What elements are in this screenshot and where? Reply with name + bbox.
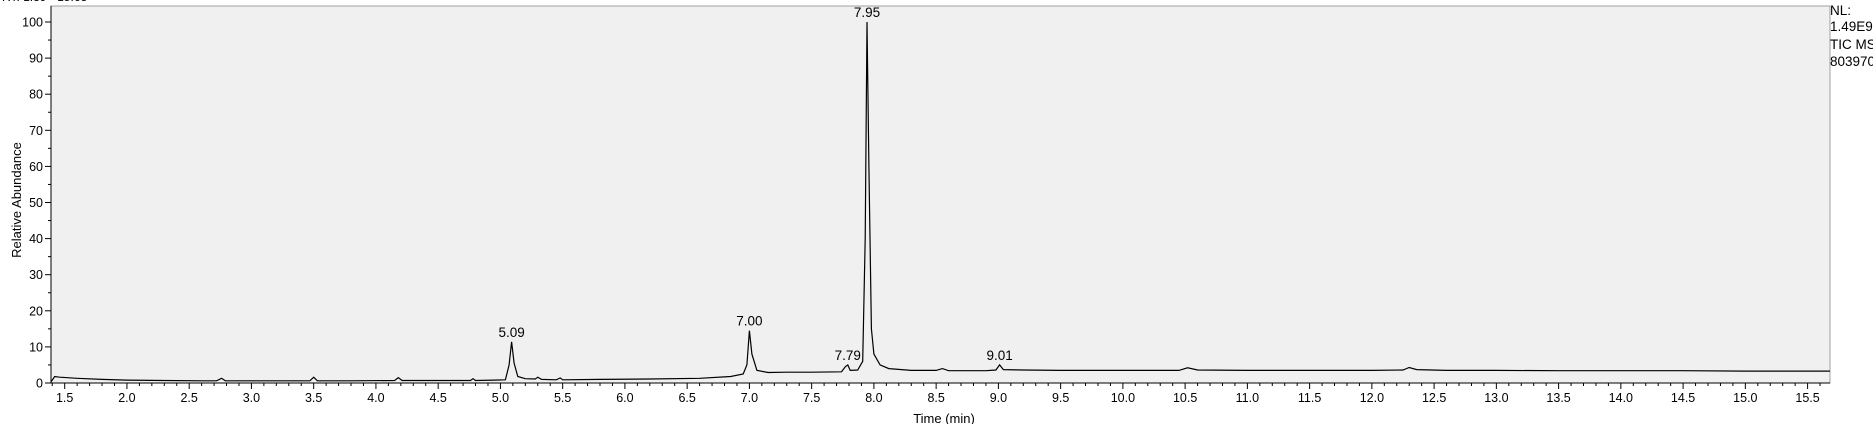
x-tick-label: 3.5 [305,391,322,405]
x-tick-label: 11.0 [1236,391,1259,405]
y-tick-label: 30 [29,268,43,282]
x-tick-label: 7.5 [803,391,820,405]
x-tick-label: 14.0 [1609,391,1633,405]
nl-label: NL: [1830,3,1851,18]
peak-label: 9.01 [986,348,1012,363]
y-tick-label: 10 [29,340,43,354]
x-tick-label: 8.5 [927,391,944,405]
x-tick-label: 2.0 [118,391,135,405]
x-tick-label: 10.0 [1111,391,1135,405]
x-tick-label: 13.0 [1484,391,1508,405]
tic-trace-line [50,21,1830,383]
x-tick-label: 10.5 [1173,391,1197,405]
scan-type: TIC MS [1830,37,1873,52]
x-tick-label: 6.5 [678,391,695,405]
nl-value: 1.49E9 [1830,19,1873,34]
peak-label: 7.00 [736,314,762,329]
y-tick-label: 40 [29,232,43,246]
x-tick-label: 13.5 [1546,391,1570,405]
normalization-info: NL: 1.49E9 TIC MS 803970 [1830,3,1873,69]
peak-label: 7.79 [835,348,861,363]
y-tick-label: 20 [29,304,43,318]
y-axis: 0 10 20 30 40 50 60 70 80 90 100 [22,6,52,391]
x-tick-label: 12.0 [1360,391,1384,405]
y-tick-label: 80 [29,88,43,102]
scan-id: 803970 [1830,54,1873,69]
y-axis-title: Relative Abundance [9,142,24,258]
x-axis: 1.5 2.0 2.5 3.0 3.5 4.0 4.5 5.0 5.5 6.0 6.5 7.0 7.5 8… [51,382,1830,405]
x-tick-label: 2.5 [180,391,197,405]
x-tick-label: 12.5 [1422,391,1446,405]
peak-label: 5.09 [498,325,524,340]
x-tick-label: 4.0 [367,391,384,405]
x-tick-label: 5.0 [492,391,509,405]
x-tick-label: 6.0 [616,391,633,405]
peak-label: 7.95 [854,5,880,20]
x-tick-label: 1.5 [56,391,73,405]
y-tick-label: 0 [36,377,43,391]
x-tick-label: 11.5 [1298,391,1321,405]
x-tick-label: 15.5 [1795,391,1819,405]
x-tick-label: 15.0 [1733,391,1757,405]
peak-labels: 5.09 7.00 7.79 7.95 9.01 [498,5,1012,363]
x-tick-label: 3.0 [243,391,260,405]
y-tick-label: 100 [22,16,43,30]
y-tick-label: 60 [29,160,43,174]
plot-area [50,5,1831,384]
y-tick-label: 50 [29,196,43,210]
x-tick-label: 9.0 [990,391,1007,405]
y-tick-label: 90 [29,52,43,66]
x-tick-label: 8.0 [865,391,882,405]
x-tick-label: 7.0 [741,391,758,405]
x-axis-title: Time (min) [913,411,975,424]
x-tick-label: 14.5 [1671,391,1695,405]
x-tick-label: 4.5 [429,391,446,405]
y-tick-label: 70 [29,124,43,138]
x-tick-label: 5.5 [554,391,571,405]
retention-time-range-label: RT: 1.39 - 15.63 [2,0,87,4]
x-tick-label: 9.5 [1052,391,1069,405]
